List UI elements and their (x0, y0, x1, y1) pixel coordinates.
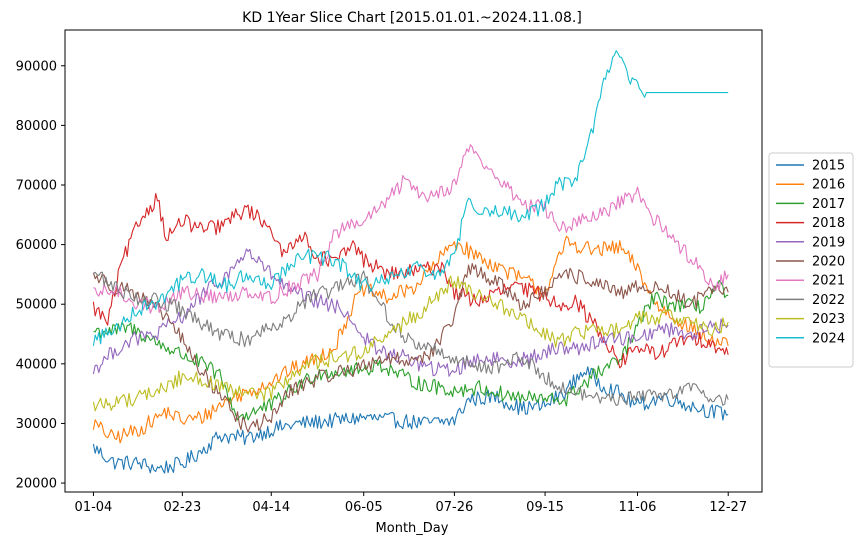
x-axis-title: Month_Day (376, 521, 449, 536)
y-tick-label: 60000 (16, 238, 57, 253)
plot-frame (64, 29, 763, 493)
x-axis: 01-04 02-23 04-14 06-05 07-26 09-15 11-06 12-27 (75, 492, 747, 515)
y-tick-label: 30000 (16, 417, 57, 432)
series-line-2024 (92, 50, 729, 346)
series-line-2017 (93, 279, 729, 421)
x-tick-label: 01-04 (75, 500, 113, 515)
legend-label-2015: 2015 (812, 159, 845, 174)
legend-label-2019: 2019 (812, 235, 845, 250)
y-tick-label: 70000 (16, 178, 57, 193)
series-line-2020 (92, 262, 729, 433)
legend-label-2024: 2024 (812, 331, 845, 346)
series-line-2021 (93, 144, 729, 314)
legend-label-2018: 2018 (812, 216, 845, 231)
legend-label-2022: 2022 (812, 293, 845, 308)
y-tick-label: 80000 (16, 119, 57, 134)
y-tick-label: 40000 (16, 357, 57, 372)
legend-label-2017: 2017 (812, 197, 845, 212)
y-tick-label: 20000 (16, 477, 57, 492)
series-line-2019 (92, 248, 729, 377)
legend: 2015 2016 2017 2018 2019 2020 2021 2022 2023 2024 (768, 152, 854, 368)
legend-label-2020: 2020 (812, 255, 845, 270)
chart-title: KD 1Year Slice Chart [2015.01.01.~2024.1… (242, 10, 582, 26)
series-line-2023 (92, 275, 729, 412)
legend-frame (768, 152, 854, 368)
y-axis: 20000 30000 40000 50000 60000 70000 80000 90000 (16, 59, 65, 492)
y-tick-label: 50000 (16, 298, 57, 313)
series-line-2022 (93, 270, 729, 407)
x-tick-label: 07-26 (436, 500, 474, 515)
series-line-2016 (92, 235, 729, 444)
x-tick-label: 06-05 (345, 500, 383, 515)
x-tick-label: 02-23 (163, 500, 201, 515)
legend-label-2023: 2023 (812, 312, 845, 327)
series-layer (92, 50, 729, 474)
series-line-2018 (92, 192, 729, 369)
x-tick-label: 12-27 (709, 500, 747, 515)
series-line-2015 (92, 366, 729, 474)
x-tick-label: 11-06 (619, 500, 657, 515)
legend-label-2021: 2021 (812, 274, 845, 289)
y-tick-label: 90000 (16, 59, 57, 74)
legend-label-2016: 2016 (812, 178, 845, 193)
x-tick-label: 04-14 (252, 500, 290, 515)
x-tick-label: 09-15 (526, 500, 564, 515)
